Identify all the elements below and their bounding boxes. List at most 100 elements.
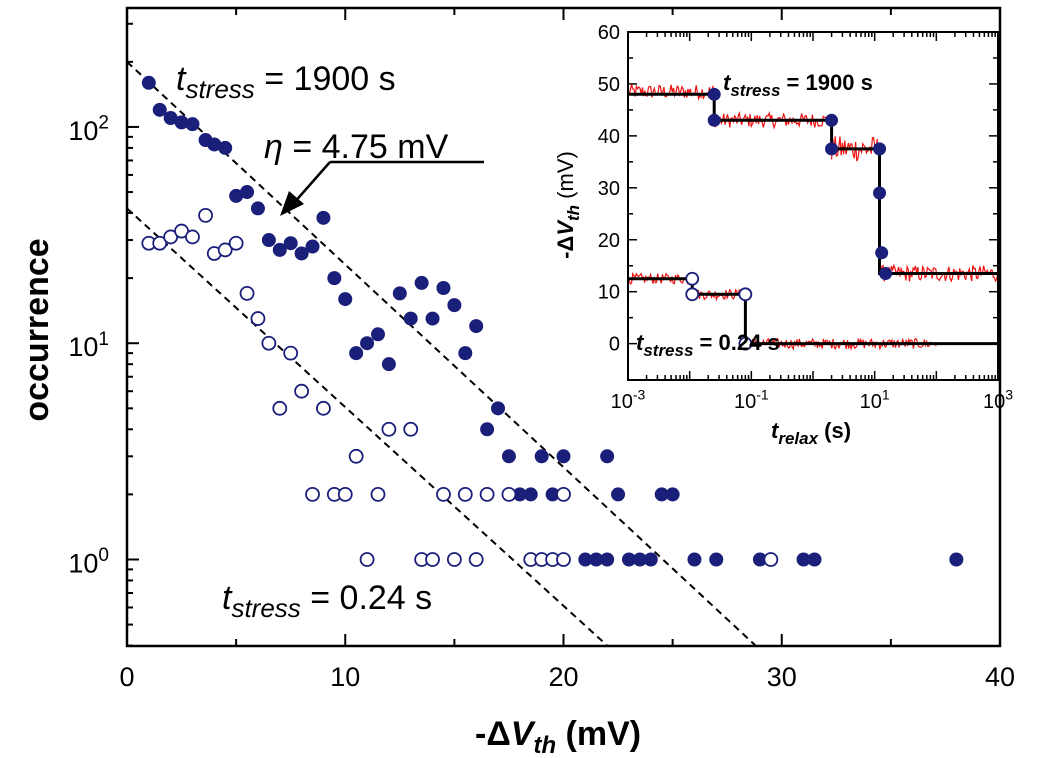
data-point-open bbox=[425, 552, 440, 567]
inset-annotation-tstress-024: tstress = 0.24 s bbox=[636, 330, 780, 360]
main-fit-line bbox=[126, 207, 608, 647]
data-point-open bbox=[370, 486, 386, 502]
inset-y-axis-title-var: V bbox=[553, 219, 578, 236]
data-point-open bbox=[446, 552, 462, 567]
data-point-open bbox=[457, 486, 473, 502]
data-point-filled bbox=[556, 449, 571, 464]
main-fit-line bbox=[126, 61, 757, 647]
inset-noisy-trace bbox=[691, 288, 746, 302]
data-point-filled bbox=[272, 242, 287, 257]
data-point-filled bbox=[447, 298, 462, 313]
main-x-tick-label: 10 bbox=[330, 662, 360, 692]
data-point-filled bbox=[436, 281, 451, 296]
data-point-filled bbox=[294, 246, 309, 261]
data-point-filled bbox=[665, 487, 680, 502]
main-y-tick-label: 102 bbox=[68, 113, 109, 146]
data-point-open bbox=[250, 311, 266, 326]
inset-x-axis-title-sub: relax bbox=[778, 429, 819, 448]
inset-annotation-024-var: t bbox=[636, 330, 645, 355]
data-point-filled bbox=[261, 233, 276, 248]
annotation-tstress-1900-text: = 1900 s bbox=[255, 60, 396, 98]
main-x-tick-labels: 0 10 20 30 40 bbox=[119, 662, 1015, 692]
data-point-open bbox=[228, 235, 244, 251]
inset-marker-filled bbox=[825, 113, 839, 127]
annotation-arrow-head bbox=[280, 191, 304, 216]
inset-x-axis-title-var: t bbox=[771, 418, 780, 443]
inset-annotation-1900-text: = 1900 s bbox=[780, 70, 872, 95]
inset-y-tick-label: 40 bbox=[598, 126, 620, 148]
inset-x-tick-label-base: 10 bbox=[611, 391, 633, 413]
inset-y-tick-label: 50 bbox=[598, 74, 620, 96]
main-x-axis-title-var: V bbox=[511, 715, 537, 753]
data-point-open bbox=[359, 552, 375, 567]
inset-y-tick-label: 60 bbox=[598, 22, 620, 44]
main-y-tick-label-exp: 2 bbox=[98, 113, 109, 134]
inset-y-tick-labels: 0 10 20 30 40 50 60 bbox=[598, 22, 620, 356]
data-point-open bbox=[283, 345, 299, 361]
annotation-tstress-1900-var: t bbox=[176, 60, 187, 98]
main-y-tick-label: 100 bbox=[68, 545, 109, 578]
data-point-filled bbox=[283, 236, 298, 251]
inset-marker-filled bbox=[825, 142, 839, 156]
inset-x-tick-label-exp: 1 bbox=[882, 387, 890, 403]
annotation-tstress-024-sub: stress bbox=[231, 593, 300, 623]
inset-marker-open bbox=[738, 287, 753, 302]
main-x-axis-title-prefix: -Δ bbox=[475, 715, 511, 753]
main-x-axis-title-unit: (mV) bbox=[556, 715, 641, 753]
inset-x-tick-label-exp: -1 bbox=[756, 387, 769, 403]
main-y-tick-label-exp: 1 bbox=[98, 329, 109, 350]
inset-annotation-024-sub: stress bbox=[643, 341, 693, 360]
data-point-open bbox=[316, 400, 331, 416]
inset-x-axis-title: trelax (s) bbox=[771, 418, 851, 448]
data-point-open bbox=[261, 335, 277, 351]
main-plot-frame bbox=[125, 6, 1002, 648]
inset-marker-open bbox=[738, 336, 753, 351]
data-point-open bbox=[217, 242, 233, 258]
inset-x-tick-label-base: 10 bbox=[734, 391, 756, 413]
inset-x-tick-label: 10-1 bbox=[734, 387, 769, 413]
data-point-filled bbox=[501, 449, 516, 464]
annotation-tstress-024-var: t bbox=[222, 579, 233, 617]
data-point-filled bbox=[403, 311, 418, 326]
data-point-filled bbox=[392, 286, 407, 301]
inset-y-axis-title: -ΔVth (mV) bbox=[553, 151, 583, 259]
main-y-tick-label-base: 10 bbox=[68, 548, 98, 578]
inset-y-tick-label: 30 bbox=[598, 178, 620, 200]
data-point-open bbox=[763, 552, 779, 567]
data-point-open bbox=[305, 486, 320, 502]
data-point-open bbox=[337, 486, 353, 502]
data-point-open bbox=[239, 285, 255, 301]
data-point-filled bbox=[349, 346, 364, 361]
main-data-points bbox=[141, 75, 964, 567]
data-point-filled bbox=[338, 292, 353, 307]
inset-annotation-1900-sub: stress bbox=[730, 81, 780, 100]
data-point-open bbox=[272, 400, 288, 416]
main-y-tick-label: 101 bbox=[68, 329, 109, 362]
inset-x-tick-label: 103 bbox=[983, 387, 1013, 413]
data-point-open bbox=[348, 448, 364, 464]
data-point-filled bbox=[523, 487, 538, 502]
data-point-filled bbox=[687, 552, 702, 567]
inset-y-axis-title-unit: (mV) bbox=[553, 151, 578, 205]
data-point-filled bbox=[316, 210, 331, 225]
inset-plot-frame bbox=[627, 31, 999, 381]
data-point-open bbox=[556, 552, 571, 567]
inset-y-tick-label: 20 bbox=[598, 230, 620, 252]
data-point-open bbox=[185, 229, 200, 245]
inset-marker-filled bbox=[873, 186, 887, 200]
data-point-filled bbox=[305, 239, 320, 254]
data-point-filled bbox=[480, 422, 495, 437]
data-point-filled bbox=[152, 102, 167, 117]
main-y-axis-title: occurrence bbox=[18, 238, 56, 421]
data-point-filled bbox=[807, 552, 822, 567]
inset-marker-filled bbox=[873, 142, 887, 156]
main-x-axis-title-sub: th bbox=[533, 732, 556, 758]
main-x-tick-label: 0 bbox=[119, 662, 134, 692]
main-x-axis-title: -ΔVth (mV) bbox=[475, 715, 641, 758]
inset-x-axis-title-unit: (s) bbox=[818, 418, 851, 443]
inset-annotation-tstress-1900: tstress = 1900 s bbox=[723, 70, 873, 100]
data-point-filled bbox=[600, 552, 615, 567]
